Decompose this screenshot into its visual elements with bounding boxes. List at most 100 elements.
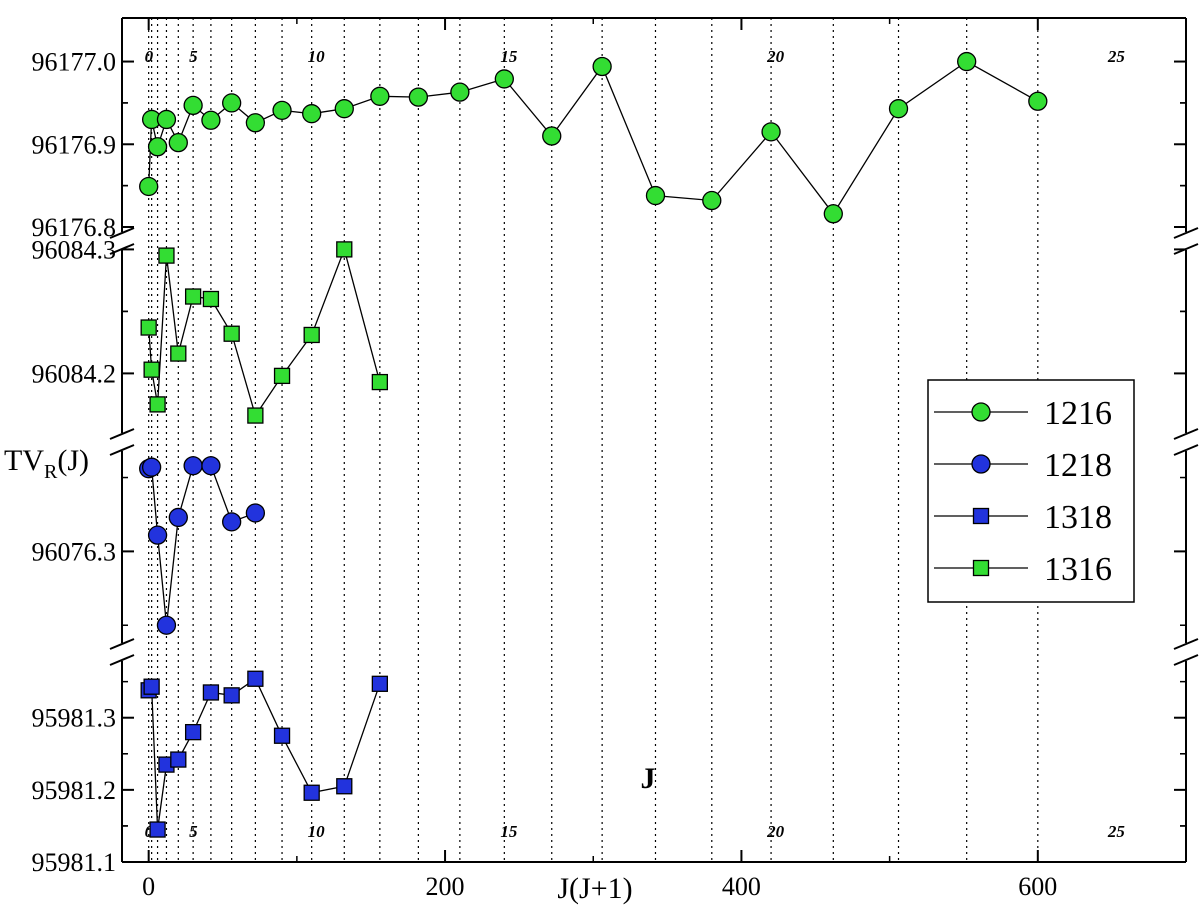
legend-label-1318: 1318 (1044, 499, 1112, 536)
series-layer (139, 51, 1048, 838)
data-point-1318 (184, 723, 202, 741)
axis-break-mark (109, 428, 135, 440)
legend-box (927, 379, 1135, 603)
axis-break-mark (109, 638, 135, 650)
series-1316 (140, 241, 388, 424)
y-tick-label: 96176.9 (32, 130, 117, 159)
axis-titles: J(J+1) J TVR(J) (4, 444, 656, 905)
series-1216 (139, 51, 1048, 224)
legend: 1216 1218 1318 1316 (927, 379, 1135, 603)
series-1218 (139, 456, 266, 635)
data-point-1316 (273, 367, 291, 385)
data-point-1216 (408, 87, 429, 107)
data-point-1218 (222, 512, 242, 532)
j-label-bottom: 0 (145, 822, 154, 841)
legend-label-1218: 1218 (1044, 447, 1112, 484)
y-tick-label: 95981.2 (32, 776, 117, 805)
data-point-1316 (140, 319, 157, 336)
j-label-top: 20 (766, 47, 785, 66)
axis-break-mark (1173, 444, 1199, 456)
legend-marker-1218 (971, 454, 991, 474)
top-axis-title: J (641, 762, 656, 795)
y-tick-label: 95981.1 (32, 848, 117, 877)
x-tick-label: 400 (722, 872, 761, 901)
data-point-1316 (184, 288, 202, 305)
axis-break-mark (109, 444, 135, 456)
data-point-1318 (149, 821, 166, 838)
data-point-1216 (156, 109, 177, 130)
legend-label-1216: 1216 (1044, 395, 1112, 432)
data-point-1316 (303, 326, 320, 344)
axis-break-mark (109, 227, 135, 239)
j-label-bottom: 5 (189, 822, 198, 841)
axis-break-mark (109, 654, 135, 666)
x-tick-label: 0 (142, 872, 155, 901)
j-label-bottom: 20 (766, 822, 785, 841)
data-point-1316 (202, 290, 220, 308)
data-point-1218 (156, 615, 177, 635)
data-point-1318 (170, 751, 187, 768)
data-point-1216 (334, 99, 354, 119)
data-point-1318 (336, 778, 353, 795)
data-point-1216 (494, 69, 514, 89)
y-tick-label: 96076.3 (32, 537, 117, 566)
data-point-1318 (371, 675, 388, 692)
data-point-1316 (247, 407, 264, 424)
legend-marker-1216 (971, 402, 991, 422)
data-point-1216 (245, 113, 266, 133)
j-label-bottom: 15 (500, 822, 518, 841)
data-point-1218 (141, 457, 162, 477)
data-point-1218 (201, 456, 221, 476)
j-labels: 0 0 5 5 10 10 15 15 20 20 25 25 (145, 47, 1126, 841)
data-point-1216 (888, 99, 909, 119)
data-point-1316 (170, 345, 187, 362)
x-axis-title: J(J+1) (557, 872, 632, 905)
data-point-1316 (336, 241, 353, 258)
data-point-1218 (245, 503, 266, 523)
axis-break-mark (1173, 227, 1199, 239)
data-point-1216 (168, 132, 188, 153)
j-label-top: 10 (308, 47, 326, 66)
j-label-top: 25 (1107, 47, 1126, 66)
data-point-1316 (158, 247, 175, 264)
series-1318 (140, 670, 388, 838)
y-tick-label: 96177.0 (32, 48, 117, 77)
x-tick-label: 600 (1018, 872, 1057, 901)
axes: 0 200 400 60096176.896176.996177.096084.296… (32, 17, 1199, 901)
y-tick-label: 96176.8 (32, 213, 117, 242)
data-point-1216 (302, 104, 322, 124)
data-point-1216 (823, 204, 843, 224)
data-point-1218 (147, 525, 168, 545)
data-point-1318 (247, 670, 264, 687)
j-label-bottom: 25 (1107, 822, 1126, 841)
data-point-1216 (183, 95, 203, 116)
j-label-bottom: 10 (308, 822, 326, 841)
axis-break-mark (1173, 428, 1199, 440)
y-tick-label: 96084.2 (32, 359, 117, 388)
legend-marker-1316 (972, 559, 990, 577)
j-label-top: 15 (500, 47, 518, 66)
data-point-1316 (371, 373, 388, 391)
y-axis-title: TVR(J) (4, 444, 89, 483)
legend-marker-1318 (972, 507, 990, 525)
j-label-top: 5 (189, 47, 198, 66)
data-point-1216 (702, 190, 722, 211)
data-point-1318 (303, 784, 320, 801)
data-point-1318 (202, 684, 220, 701)
y-tick-label: 95981.3 (32, 704, 117, 733)
data-point-1316 (143, 361, 160, 378)
data-point-1216 (1028, 91, 1048, 111)
data-point-1216 (450, 82, 470, 102)
data-point-1216 (222, 93, 242, 113)
axis-break-mark (1173, 638, 1199, 650)
x-tick-label: 200 (426, 872, 465, 901)
data-point-1216 (201, 110, 221, 130)
data-point-1218 (168, 507, 188, 528)
data-point-1318 (223, 687, 240, 704)
y-tick-label: 96084.3 (32, 235, 117, 264)
data-point-1216 (147, 137, 168, 157)
data-point-1216 (370, 86, 390, 106)
axis-break-mark (1173, 654, 1199, 666)
legend-label-1316: 1316 (1044, 551, 1112, 588)
